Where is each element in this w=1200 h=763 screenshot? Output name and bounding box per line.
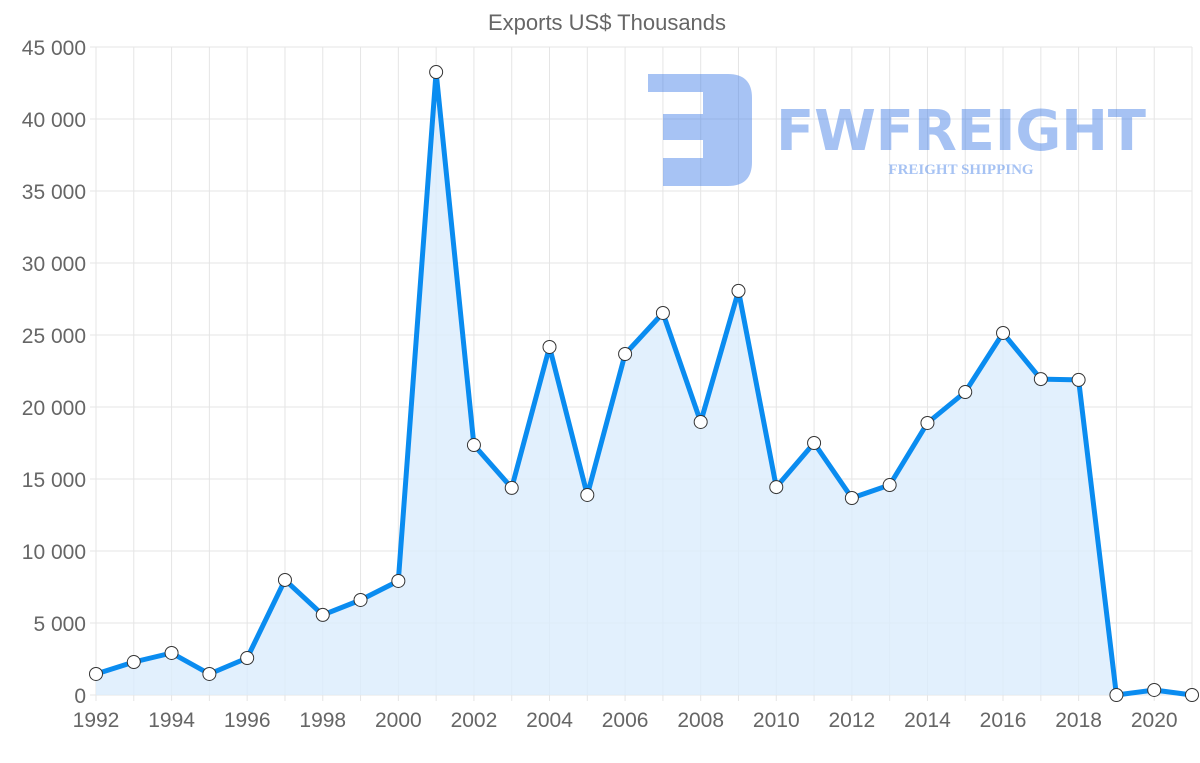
- data-point-2001[interactable]: [429, 65, 444, 80]
- data-point-2008[interactable]: [693, 414, 708, 429]
- x-tick-label: 2008: [677, 709, 724, 732]
- series-line: [95, 69, 1193, 698]
- x-tick-label: 2010: [753, 709, 800, 732]
- y-tick-label: 35 000: [22, 181, 86, 204]
- data-point-2006[interactable]: [618, 347, 633, 362]
- watermark-tagline: FREIGHT SHIPPING: [888, 162, 1033, 178]
- data-point-2012[interactable]: [844, 491, 859, 506]
- y-tick-label: 40 000: [22, 109, 86, 132]
- watermark-brand: FWFREIGHT: [776, 99, 1146, 164]
- data-point-2019[interactable]: [1109, 688, 1124, 702]
- x-tick-label: 2020: [1131, 709, 1178, 732]
- logo-mark-icon: [648, 74, 752, 186]
- data-point-2017[interactable]: [1033, 372, 1048, 387]
- data-point-1997[interactable]: [277, 572, 292, 587]
- y-tick-label: 15 000: [22, 469, 86, 492]
- data-point-2002[interactable]: [466, 438, 481, 453]
- area-fill: [96, 72, 1192, 696]
- data-point-2013[interactable]: [882, 478, 897, 493]
- data-point-1999[interactable]: [353, 592, 368, 607]
- x-tick-label: 2018: [1055, 709, 1102, 732]
- y-tick-label: 5 000: [33, 613, 86, 636]
- data-point-2020[interactable]: [1147, 682, 1162, 697]
- data-point-2004[interactable]: [542, 339, 557, 354]
- data-point-2016[interactable]: [996, 325, 1011, 340]
- data-point-1998[interactable]: [315, 607, 330, 622]
- chart-title: Exports US$ Thousands: [488, 10, 726, 35]
- x-tick-label: 2012: [829, 709, 876, 732]
- x-tick-label: 2016: [980, 709, 1027, 732]
- data-point-2005[interactable]: [580, 487, 595, 502]
- data-point-1992[interactable]: [89, 666, 103, 681]
- y-tick-label: 10 000: [22, 541, 86, 564]
- x-tick-label: 1992: [73, 709, 120, 732]
- watermark-logo: FWFREIGHT FREIGHT SHIPPING: [648, 74, 1146, 186]
- data-point-2014[interactable]: [920, 415, 935, 430]
- x-tick-label: 2000: [375, 709, 422, 732]
- x-tick-label: 2006: [602, 709, 649, 732]
- data-point-2009[interactable]: [731, 283, 746, 298]
- data-point-2003[interactable]: [504, 480, 519, 495]
- x-tick-label: 2004: [526, 709, 573, 732]
- data-point-2015[interactable]: [958, 385, 973, 400]
- y-tick-label: 25 000: [22, 325, 86, 348]
- y-tick-label: 20 000: [22, 397, 86, 420]
- data-point-2021[interactable]: [1185, 688, 1199, 702]
- x-tick-label: 1996: [224, 709, 271, 732]
- data-point-2011[interactable]: [807, 436, 822, 450]
- data-point-1994[interactable]: [164, 645, 179, 660]
- x-tick-label: 2002: [451, 709, 498, 732]
- x-tick-label: 2014: [904, 709, 951, 732]
- y-tick-label: 45 000: [22, 37, 86, 60]
- data-point-1993[interactable]: [126, 655, 141, 670]
- data-point-1996[interactable]: [240, 650, 255, 665]
- data-point-2010[interactable]: [769, 480, 784, 495]
- data-point-1995[interactable]: [202, 666, 217, 681]
- data-point-2000[interactable]: [391, 573, 406, 588]
- y-tick-label: 0: [74, 685, 86, 708]
- data-point-2007[interactable]: [655, 305, 670, 320]
- data-point-2018[interactable]: [1071, 372, 1086, 387]
- y-tick-label: 30 000: [22, 253, 86, 276]
- x-tick-label: 1994: [148, 709, 195, 732]
- x-tick-label: 1998: [299, 709, 346, 732]
